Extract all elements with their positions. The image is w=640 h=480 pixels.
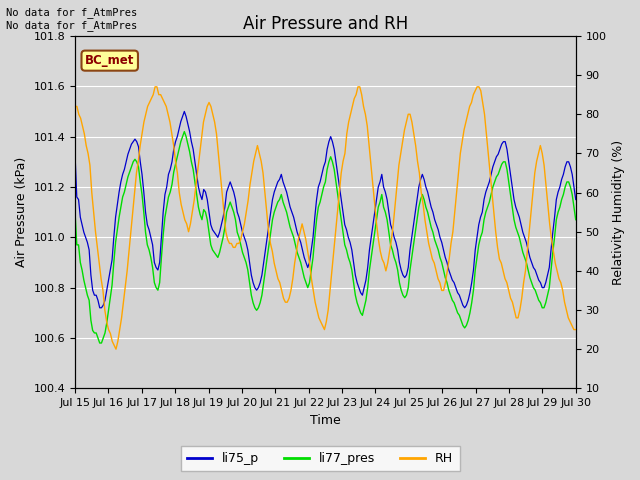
Text: No data for f_AtmPres
No data for f_AtmPres: No data for f_AtmPres No data for f_AtmP…	[6, 7, 138, 31]
Y-axis label: Air Pressure (kPa): Air Pressure (kPa)	[15, 157, 28, 267]
X-axis label: Time: Time	[310, 414, 340, 427]
Text: BC_met: BC_met	[85, 54, 134, 67]
Title: Air Pressure and RH: Air Pressure and RH	[243, 15, 408, 33]
Y-axis label: Relativity Humidity (%): Relativity Humidity (%)	[612, 140, 625, 285]
Legend: li75_p, li77_pres, RH: li75_p, li77_pres, RH	[180, 446, 460, 471]
